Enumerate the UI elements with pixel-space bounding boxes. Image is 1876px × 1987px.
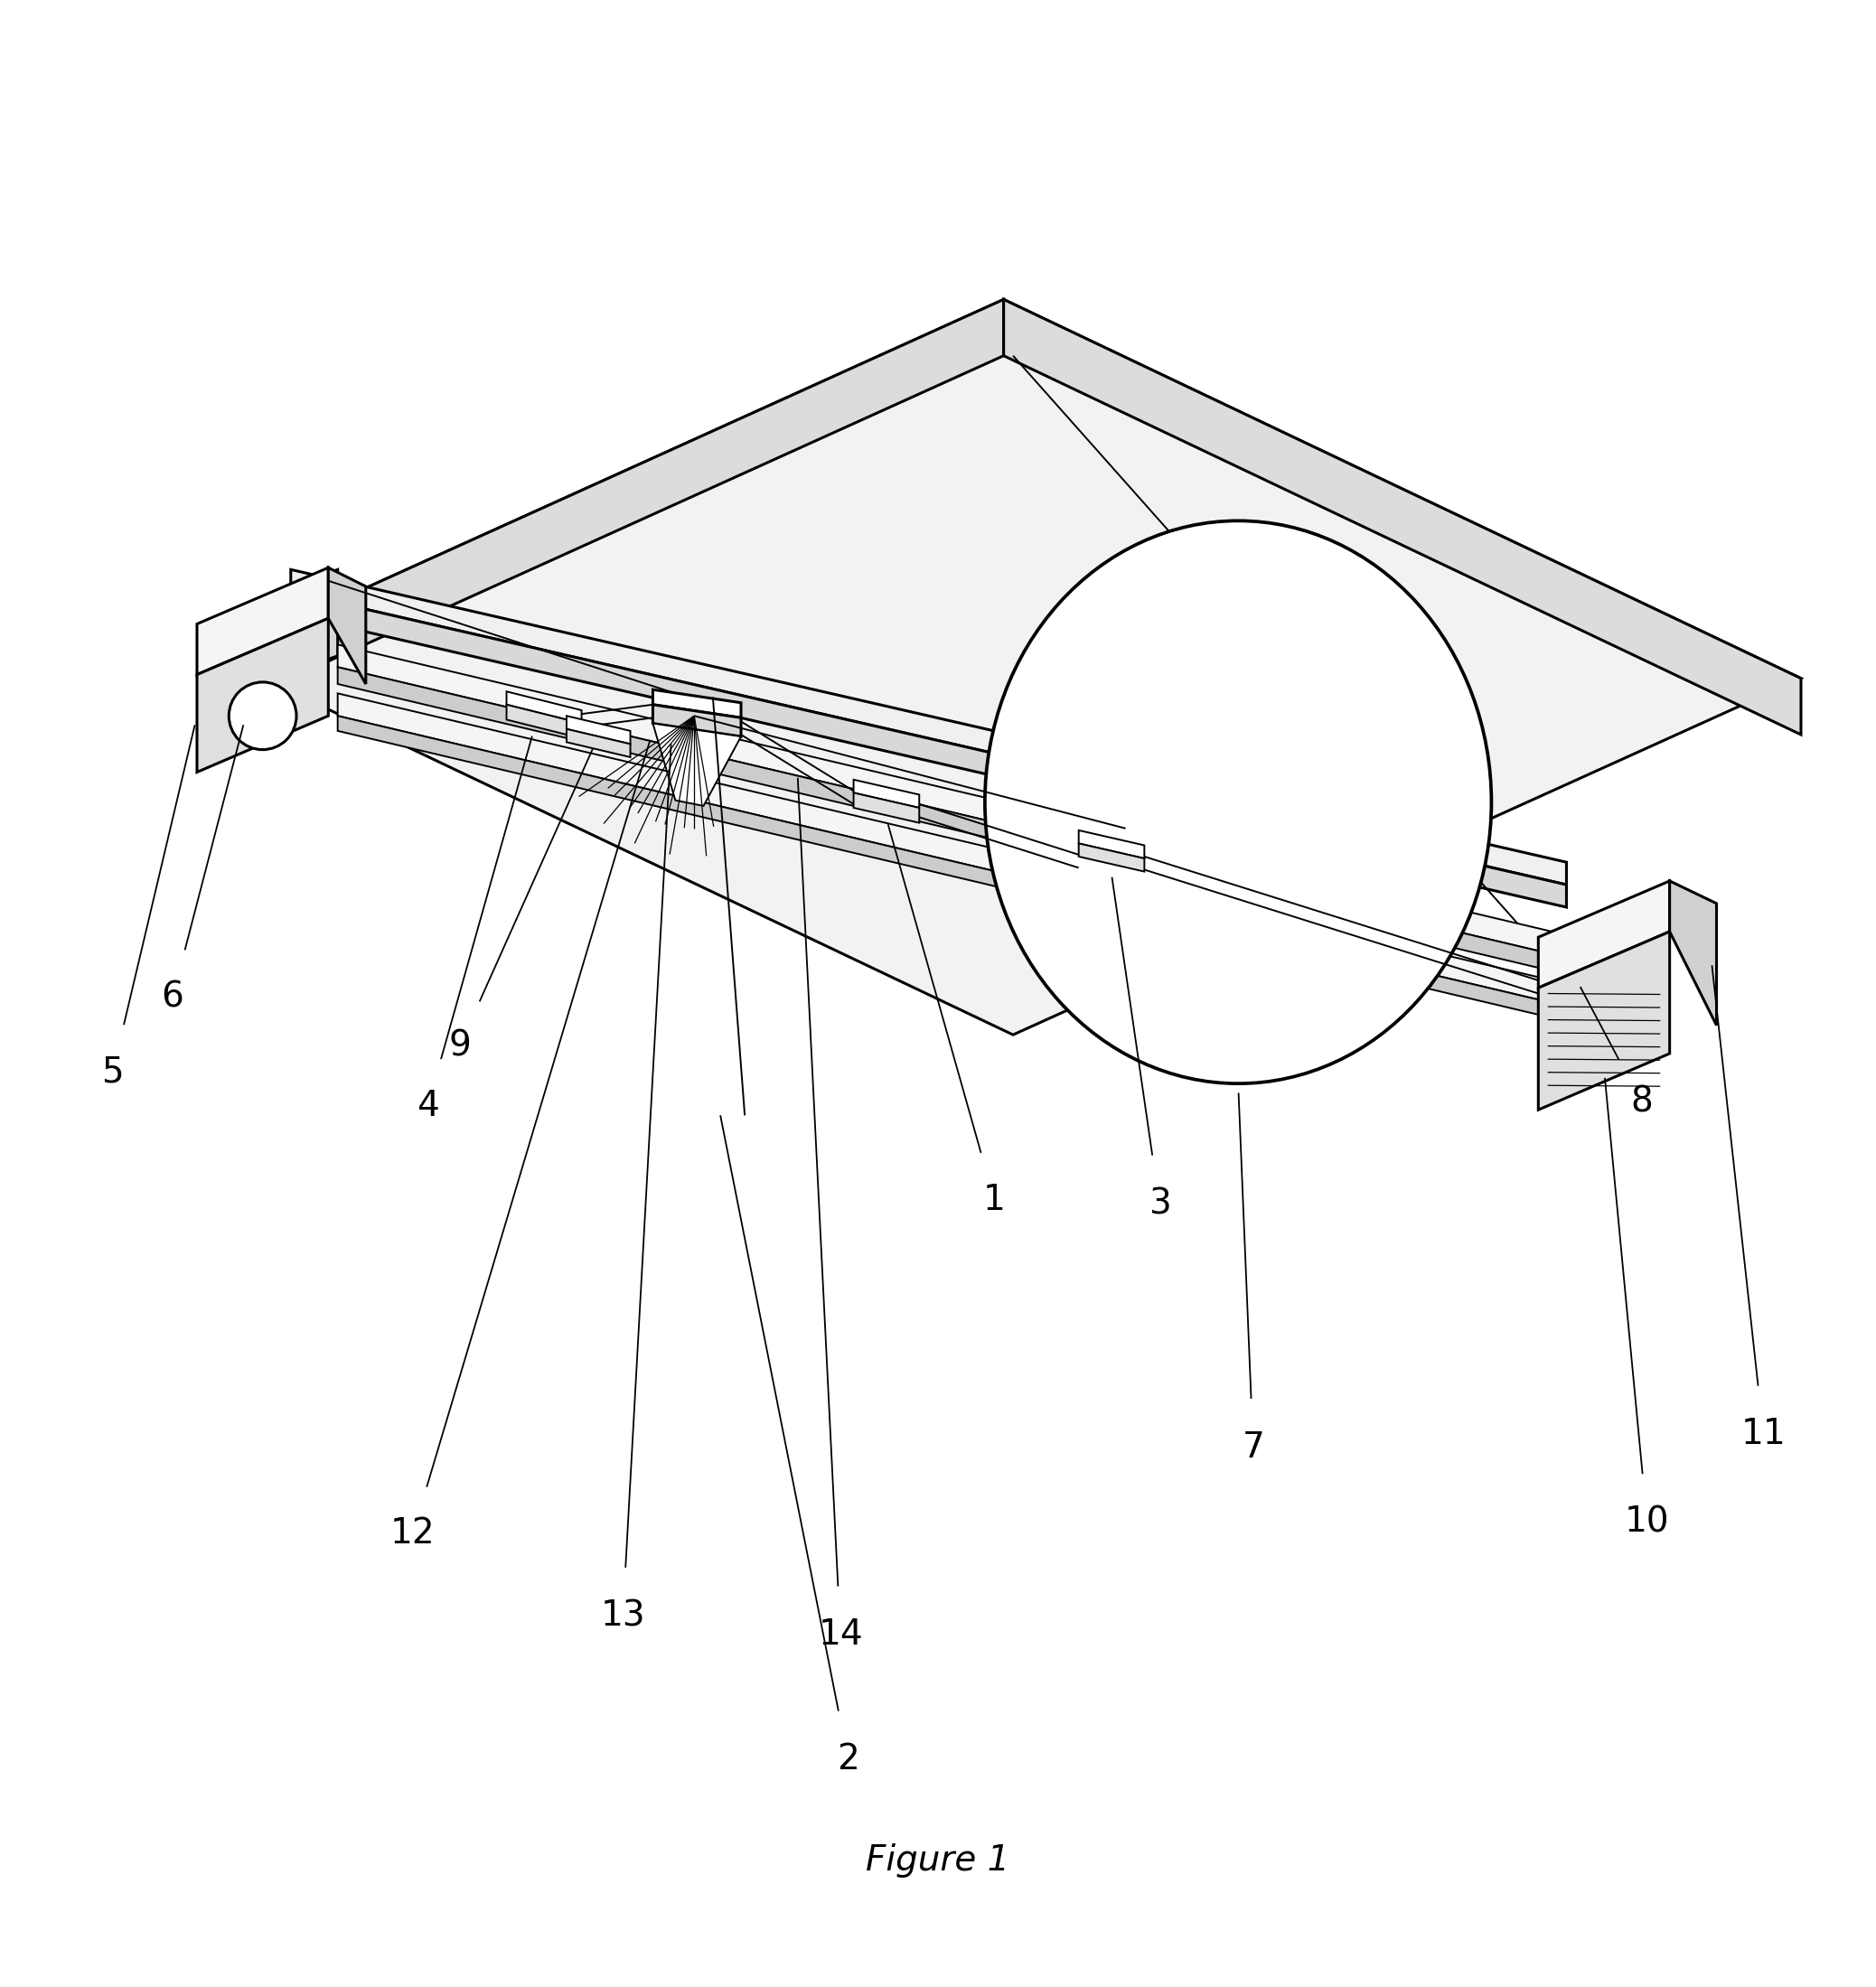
Polygon shape (567, 715, 630, 743)
Polygon shape (653, 723, 741, 807)
Text: 13: 13 (600, 1600, 645, 1633)
Text: 11: 11 (1741, 1417, 1786, 1451)
Text: 14: 14 (818, 1617, 863, 1653)
Polygon shape (216, 300, 1801, 1035)
Polygon shape (1079, 831, 1144, 858)
Text: 2: 2 (837, 1743, 859, 1776)
Polygon shape (328, 568, 366, 684)
Polygon shape (1670, 880, 1717, 1025)
Polygon shape (854, 793, 919, 823)
Polygon shape (507, 691, 582, 723)
Polygon shape (197, 618, 328, 773)
Text: 9: 9 (448, 1029, 471, 1063)
Polygon shape (1004, 300, 1801, 735)
Polygon shape (216, 300, 1004, 711)
Text: 4: 4 (416, 1089, 439, 1123)
Polygon shape (1079, 842, 1144, 872)
Polygon shape (291, 592, 1566, 908)
Text: 12: 12 (390, 1516, 435, 1552)
Circle shape (229, 682, 296, 749)
Text: 7: 7 (1242, 1431, 1264, 1464)
Polygon shape (338, 693, 1576, 1009)
Text: 6: 6 (161, 980, 184, 1015)
Text: 3: 3 (1148, 1186, 1171, 1220)
Polygon shape (1538, 880, 1670, 988)
Polygon shape (291, 570, 338, 608)
Polygon shape (1538, 932, 1670, 1111)
Polygon shape (507, 705, 582, 739)
Ellipse shape (985, 521, 1491, 1083)
Polygon shape (338, 668, 1576, 978)
Polygon shape (653, 705, 741, 737)
Text: 10: 10 (1625, 1506, 1670, 1540)
Text: 1: 1 (983, 1182, 1006, 1216)
Text: Figure 1: Figure 1 (867, 1844, 1009, 1878)
Polygon shape (567, 729, 630, 757)
Text: 5: 5 (101, 1055, 124, 1089)
Polygon shape (338, 644, 1576, 960)
Polygon shape (291, 570, 1566, 884)
Polygon shape (197, 568, 328, 676)
Polygon shape (338, 715, 1576, 1023)
Polygon shape (291, 592, 338, 674)
Polygon shape (653, 689, 741, 717)
Polygon shape (854, 779, 919, 809)
Text: 8: 8 (1630, 1085, 1653, 1119)
